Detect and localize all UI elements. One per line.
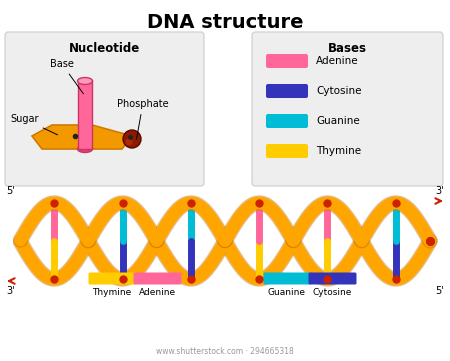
Text: Sugar: Sugar — [10, 114, 58, 135]
Ellipse shape — [126, 139, 132, 145]
FancyBboxPatch shape — [5, 32, 204, 186]
FancyBboxPatch shape — [266, 144, 308, 158]
FancyBboxPatch shape — [252, 32, 443, 186]
Text: DNA structure: DNA structure — [147, 13, 303, 32]
Text: 3': 3' — [6, 286, 15, 296]
FancyBboxPatch shape — [266, 54, 308, 68]
Ellipse shape — [123, 130, 141, 148]
Text: Cytosine: Cytosine — [316, 86, 361, 96]
Text: Adenine: Adenine — [316, 56, 359, 66]
Text: 5': 5' — [435, 286, 444, 296]
Polygon shape — [32, 125, 132, 149]
Text: Nucleotide: Nucleotide — [68, 42, 140, 55]
Text: Thymine: Thymine — [92, 288, 131, 297]
FancyBboxPatch shape — [309, 273, 356, 284]
FancyBboxPatch shape — [264, 273, 311, 284]
Text: Bases: Bases — [328, 42, 366, 55]
Text: 3': 3' — [435, 186, 444, 196]
FancyBboxPatch shape — [266, 84, 308, 98]
Ellipse shape — [77, 145, 93, 152]
Text: 5': 5' — [6, 186, 15, 196]
Text: Cytosine: Cytosine — [312, 288, 352, 297]
Text: Guanine: Guanine — [268, 288, 306, 297]
Ellipse shape — [77, 78, 93, 84]
Text: www.shutterstock.com · 294665318: www.shutterstock.com · 294665318 — [156, 347, 294, 356]
Polygon shape — [32, 125, 132, 149]
FancyBboxPatch shape — [78, 81, 93, 149]
Text: Adenine: Adenine — [139, 288, 176, 297]
Text: Phosphate: Phosphate — [117, 99, 169, 139]
Text: Base: Base — [50, 59, 83, 94]
FancyBboxPatch shape — [134, 273, 181, 284]
Text: Thymine: Thymine — [316, 146, 361, 156]
FancyBboxPatch shape — [266, 114, 308, 128]
FancyBboxPatch shape — [89, 273, 136, 284]
Text: Guanine: Guanine — [316, 116, 360, 126]
